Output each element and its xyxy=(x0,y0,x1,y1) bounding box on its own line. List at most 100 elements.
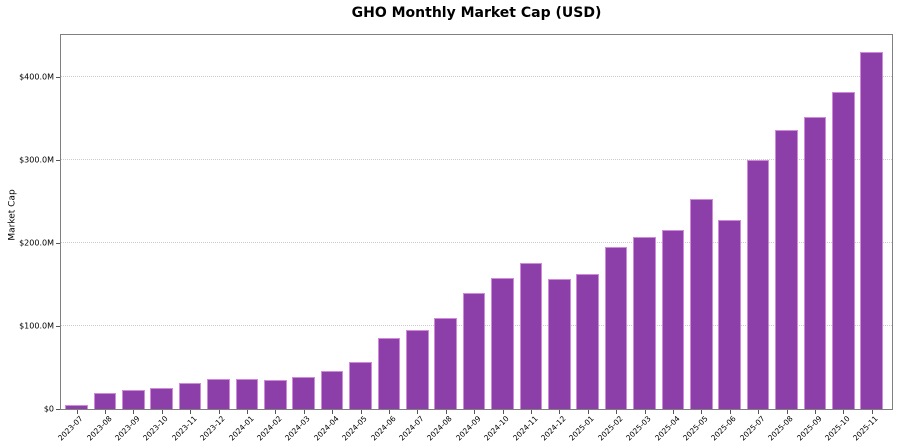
x-tick-label: 2024-09 xyxy=(453,414,483,443)
y-tick-label: $300.0M xyxy=(19,155,54,165)
y-tick-mark xyxy=(56,325,60,327)
x-tick-mark xyxy=(814,410,816,414)
x-tick-mark xyxy=(275,410,277,414)
x-tick-label: 2024-08 xyxy=(425,414,455,443)
x-tick-label: 2025-04 xyxy=(652,414,682,443)
x-tick-mark xyxy=(332,410,334,414)
y-tick-mark xyxy=(56,409,60,410)
x-tick-mark xyxy=(559,410,561,414)
x-tick-mark xyxy=(76,410,78,414)
bar-2024-03 xyxy=(292,376,315,409)
bar-2025-11 xyxy=(860,51,883,409)
bar-2025-06 xyxy=(718,220,741,409)
x-tick-label: 2023-12 xyxy=(198,414,227,443)
x-tick-mark xyxy=(218,410,220,414)
x-tick-label: 2023-08 xyxy=(84,414,114,443)
x-tick-label: 2023-11 xyxy=(169,414,199,443)
x-tick-label: 2024-01 xyxy=(226,414,256,443)
x-tick-label: 2025-09 xyxy=(794,414,824,443)
x-tick-label: 2024-05 xyxy=(340,414,369,443)
x-tick-label: 2024-06 xyxy=(368,414,398,443)
y-tick-mark xyxy=(56,159,60,161)
x-tick-label: 2024-03 xyxy=(283,414,313,443)
bar-2023-09 xyxy=(122,389,145,409)
chart-title: GHO Monthly Market Cap (USD) xyxy=(351,5,602,21)
bar-2025-04 xyxy=(661,230,685,409)
bar-2023-08 xyxy=(93,393,117,409)
x-tick-mark xyxy=(417,410,419,414)
bar-2025-01 xyxy=(576,274,599,409)
x-tick-label: 2025-01 xyxy=(567,414,597,443)
x-tick-label: 2023-10 xyxy=(141,414,171,443)
bar-2025-05 xyxy=(690,198,713,409)
bar-2023-10 xyxy=(150,388,173,409)
x-tick-label: 2025-11 xyxy=(851,414,881,443)
x-tick-mark xyxy=(502,410,504,414)
bar-2025-03 xyxy=(633,236,656,409)
bar-2024-01 xyxy=(235,379,259,409)
bar-2023-11 xyxy=(178,383,202,409)
x-tick-mark xyxy=(786,410,788,414)
x-tick-mark xyxy=(303,410,305,414)
x-tick-mark xyxy=(474,410,476,414)
x-tick-label: 2023-09 xyxy=(113,414,142,443)
y-tick-mark xyxy=(56,76,60,78)
bar-2025-09 xyxy=(803,117,827,409)
x-tick-mark xyxy=(246,410,248,414)
x-tick-label: 2025-06 xyxy=(709,414,739,443)
x-tick-mark xyxy=(871,410,873,414)
x-tick-label: 2023-07 xyxy=(56,414,85,443)
x-tick-mark xyxy=(190,410,192,414)
x-tick-mark xyxy=(530,410,532,414)
bar-2024-08 xyxy=(434,317,457,409)
x-tick-mark xyxy=(843,410,845,414)
x-tick-label: 2024-02 xyxy=(255,414,284,443)
bar-2025-08 xyxy=(775,129,798,409)
x-tick-mark xyxy=(388,410,390,414)
bar-2025-02 xyxy=(604,246,628,409)
x-tick-label: 2025-02 xyxy=(595,414,625,443)
bar-2024-04 xyxy=(320,370,344,409)
x-tick-mark xyxy=(701,410,703,414)
x-tick-label: 2025-10 xyxy=(823,414,852,443)
x-tick-mark xyxy=(729,410,731,414)
x-tick-mark xyxy=(360,410,362,414)
x-tick-mark xyxy=(672,410,674,414)
bar-2024-05 xyxy=(349,362,372,409)
bar-2024-10 xyxy=(491,277,514,409)
x-tick-label: 2025-03 xyxy=(624,414,653,443)
y-axis-label: Market Cap xyxy=(7,189,18,241)
x-tick-mark xyxy=(587,410,589,414)
x-tick-label: 2024-11 xyxy=(510,414,540,443)
bar-2024-11 xyxy=(519,262,543,409)
x-tick-label: 2024-12 xyxy=(539,414,568,443)
x-tick-mark xyxy=(133,410,135,414)
bar-2024-12 xyxy=(548,278,571,409)
bar-2025-10 xyxy=(832,92,855,409)
gridline xyxy=(61,158,892,160)
gridline xyxy=(61,75,892,77)
x-tick-mark xyxy=(758,410,760,414)
bar-2024-02 xyxy=(264,379,287,409)
x-tick-mark xyxy=(616,410,618,414)
x-tick-label: 2024-07 xyxy=(397,414,426,443)
y-tick-label: $0 xyxy=(43,404,54,414)
x-tick-label: 2025-07 xyxy=(737,414,767,443)
bar-2024-07 xyxy=(406,330,429,409)
x-tick-label: 2025-08 xyxy=(766,414,795,443)
gridline xyxy=(61,241,892,243)
bar-2025-07 xyxy=(746,159,770,409)
bar-2024-06 xyxy=(377,338,401,409)
y-tick-label: $400.0M xyxy=(19,72,54,82)
x-tick-mark xyxy=(104,410,106,414)
x-tick-mark xyxy=(161,410,163,414)
x-tick-label: 2025-05 xyxy=(681,414,710,443)
y-tick-label: $200.0M xyxy=(19,238,54,248)
y-tick-label: $100.0M xyxy=(19,321,54,331)
x-tick-mark xyxy=(445,410,447,414)
x-tick-label: 2024-04 xyxy=(311,414,341,443)
y-tick-mark xyxy=(56,242,60,244)
x-tick-mark xyxy=(644,410,646,414)
bar-2023-07 xyxy=(65,404,88,409)
